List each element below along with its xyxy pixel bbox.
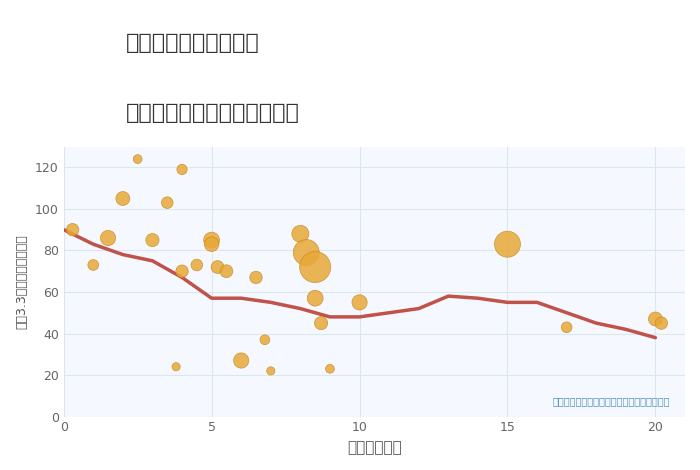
Point (191, 261, 202, 269)
Point (220, 267, 232, 275)
Point (206, 236, 217, 244)
Point (206, 241, 217, 248)
Point (88, 261, 99, 269)
Point (301, 249, 312, 256)
Point (118, 195, 129, 202)
Point (309, 263, 321, 271)
Point (354, 298, 365, 306)
Point (295, 230, 306, 238)
Point (102, 234, 113, 242)
Point (67, 226, 78, 234)
Text: 円の大きさは、取引のあった物件面積を示す: 円の大きさは、取引のあった物件面積を示す (553, 396, 670, 406)
Point (265, 367, 276, 375)
Point (656, 320, 667, 327)
Point (162, 199, 173, 206)
Point (324, 365, 335, 373)
Text: 奈良県橿原市雲梯町の: 奈良県橿原市雲梯町の (126, 33, 260, 53)
Point (176, 267, 188, 275)
Point (171, 363, 182, 370)
Point (147, 236, 158, 244)
Point (650, 315, 661, 323)
Point (259, 336, 270, 344)
Point (212, 263, 223, 271)
Text: 駅距離別中古マンション価格: 駅距離別中古マンション価格 (126, 103, 300, 124)
Point (251, 274, 262, 281)
Point (309, 294, 321, 302)
Point (316, 320, 327, 327)
Point (502, 241, 513, 248)
Y-axis label: 坪（3.3㎡）単価（万円）: 坪（3.3㎡）単価（万円） (15, 234, 28, 329)
Point (176, 166, 188, 173)
Point (561, 323, 573, 331)
Point (132, 155, 144, 163)
X-axis label: 駅距離（分）: 駅距離（分） (347, 440, 402, 455)
Point (236, 357, 247, 364)
